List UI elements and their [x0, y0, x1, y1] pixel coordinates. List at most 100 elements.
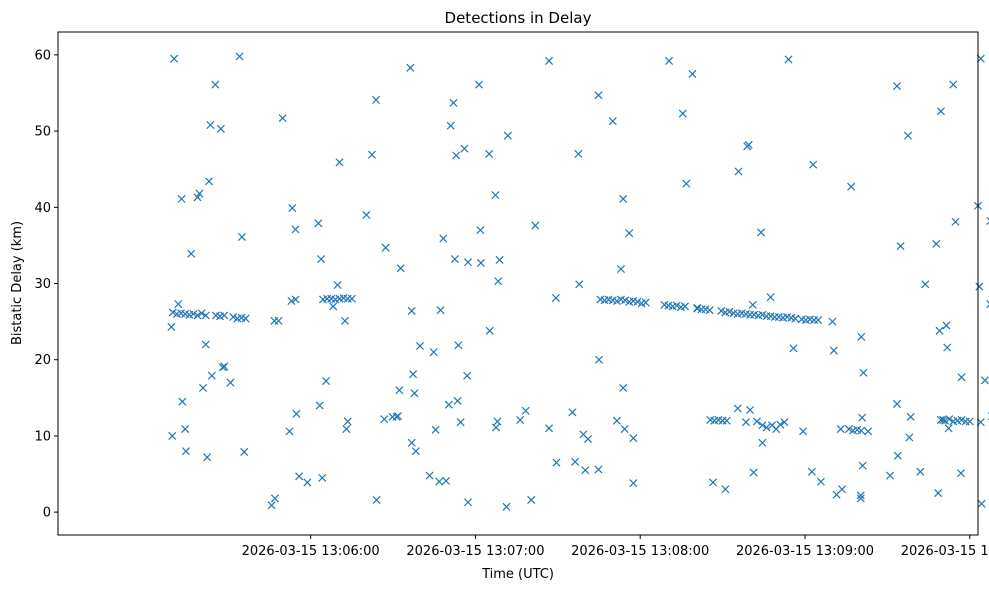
y-tick-label: 20 [34, 353, 51, 368]
data-point [460, 144, 469, 153]
data-point [285, 427, 294, 436]
data-point [986, 216, 989, 226]
y-axis-label: Bistatic Delay (km) [10, 221, 25, 345]
data-point [415, 341, 424, 351]
data-point [722, 416, 731, 425]
data-point [463, 498, 473, 507]
data-point [752, 417, 761, 426]
data-point [584, 434, 593, 443]
data-point [951, 217, 960, 226]
data-point [485, 326, 494, 335]
data-point [476, 226, 485, 235]
data-point [435, 477, 444, 486]
data-point [838, 485, 847, 494]
data-point [454, 341, 463, 350]
data-point [936, 107, 945, 116]
data-point [619, 194, 628, 203]
data-point [571, 457, 580, 466]
chart-title: Detections in Delay [445, 9, 592, 27]
data-point [625, 229, 634, 238]
data-point [226, 378, 235, 387]
data-point [980, 376, 989, 385]
x-tick-label: 2026-03-15 13:09:00 [736, 544, 874, 559]
data-point [206, 120, 215, 130]
data-point [705, 306, 714, 315]
data-point [201, 311, 210, 320]
data-point [220, 311, 229, 320]
data-point [362, 210, 371, 219]
x-ticks: 2026-03-15 13:06:00 2026-03-15 13:07:00 20… [242, 535, 989, 559]
data-point [193, 193, 202, 202]
data-point [456, 418, 465, 427]
data-point [270, 494, 279, 503]
data-point [916, 467, 925, 476]
data-point [939, 415, 948, 424]
data-point [195, 189, 204, 198]
data-point [594, 91, 603, 100]
data-point [241, 314, 250, 323]
data-point [828, 317, 837, 326]
data-point [177, 194, 186, 203]
data-point [545, 424, 554, 433]
data-point [436, 306, 445, 315]
data-point [211, 80, 220, 89]
data-point [174, 300, 183, 309]
data-point [372, 495, 381, 504]
data-point [240, 447, 249, 456]
data-point [380, 415, 389, 424]
data-point [957, 373, 966, 382]
data-point [816, 477, 825, 486]
data-point [393, 412, 403, 421]
data-point [780, 418, 789, 427]
data-point [502, 502, 511, 511]
data-point [568, 408, 577, 417]
data-point [776, 420, 785, 429]
data-point [431, 425, 440, 434]
data-point [594, 465, 603, 474]
data-point [203, 453, 212, 462]
data-point [864, 427, 873, 436]
data-point [476, 258, 485, 267]
data-point [371, 95, 381, 104]
data-point [292, 409, 301, 418]
data-point [235, 52, 244, 61]
data-point [896, 242, 905, 251]
data-point [809, 160, 818, 169]
data-point [495, 255, 504, 264]
data-point [903, 131, 912, 140]
data-point [531, 221, 540, 230]
data-point [274, 316, 283, 325]
data-point [439, 234, 448, 243]
data-point [347, 294, 356, 303]
data-point [197, 309, 206, 318]
data-point [288, 204, 297, 213]
data-point [608, 117, 617, 126]
data-point [329, 302, 338, 311]
data-point [521, 406, 530, 415]
data-point [921, 280, 930, 289]
y-tick-label: 0 [43, 506, 51, 521]
data-point [198, 383, 208, 392]
data-point [335, 158, 344, 167]
data-point [409, 370, 418, 379]
data-point [333, 280, 342, 290]
data-point [829, 346, 838, 355]
data-point [516, 415, 525, 424]
data-point [314, 219, 323, 228]
data-point [892, 399, 902, 408]
data-point [932, 239, 941, 248]
data-point [492, 423, 501, 432]
data-point [905, 433, 914, 442]
data-point [452, 151, 461, 160]
data-point [503, 131, 512, 140]
data-point [278, 114, 287, 123]
data-point [734, 167, 743, 176]
data-point [315, 401, 324, 410]
data-point [216, 124, 225, 133]
data-point [218, 363, 227, 372]
data-point [193, 311, 202, 320]
data-point [678, 109, 687, 118]
data-point [237, 232, 247, 242]
y-tick-label: 60 [34, 48, 51, 63]
data-point [612, 416, 621, 425]
